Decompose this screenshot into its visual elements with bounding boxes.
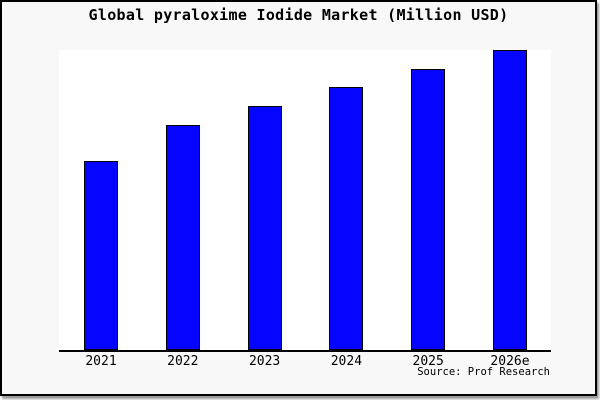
bar-2023 [247,106,282,350]
x-tick-label-2024: 2024 [330,354,363,369]
x-tick-label-2023: 2023 [248,354,281,369]
x-tick-label-2026e: 2026e [490,354,530,369]
source-note: Source: Prof Research [417,366,550,378]
bar-2025 [411,69,446,350]
x-tick-label-2021: 2021 [85,354,117,369]
plot-area [59,50,551,352]
bar-2026e [493,50,527,350]
x-tick-label-2025: 2025 [412,354,444,369]
x-tick-label-2022: 2022 [167,354,199,369]
bar-2021 [84,161,118,350]
bar-2024 [329,87,364,350]
bar-2022 [165,125,200,350]
chart-title: Global pyraloxime Iodide Market (Million… [88,6,509,24]
